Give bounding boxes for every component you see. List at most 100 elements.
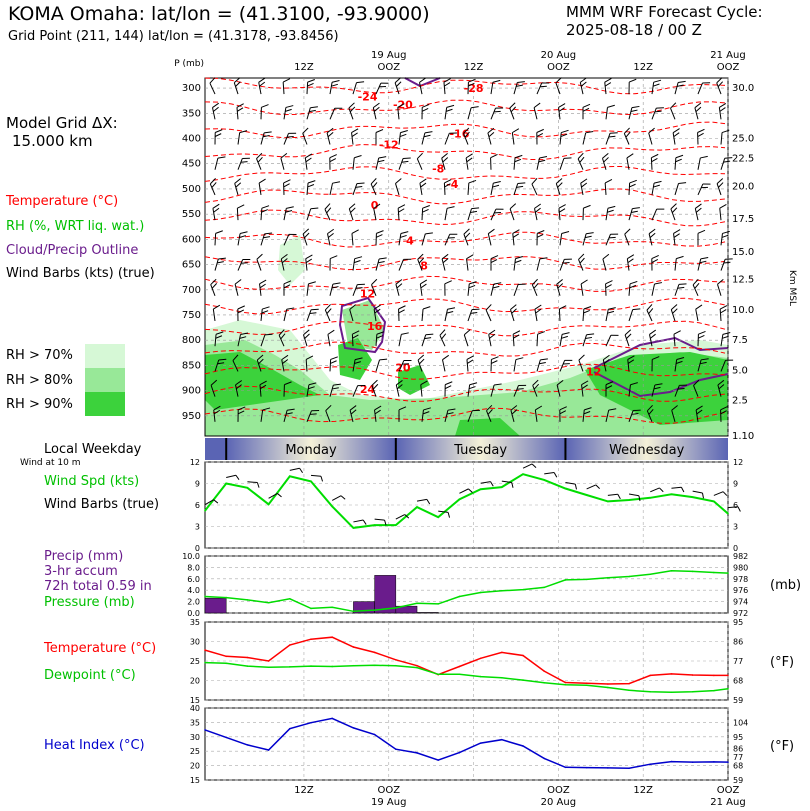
wind-barb-staff [605,107,608,120]
wind-barb-flag [535,405,543,411]
wind-barb [444,280,452,296]
wind-barb-flag [286,136,294,138]
wind-barb-flag [582,107,590,112]
pressure-line-point [416,602,418,605]
wind-barb-flag [446,412,454,415]
wind-barb-staff [349,410,354,422]
surface-wind-barb-flag [213,499,219,504]
wind-barb-staff [375,258,380,271]
wind-barb-flag [239,231,248,235]
wind-barb [674,357,685,372]
wind-barb-staff [237,259,244,271]
wind-barb [443,179,452,195]
wind-barb-flag [258,77,266,83]
isotherm-label: -12 [379,139,399,152]
wind-barb-flag [670,102,677,109]
pressure-unit: (mb) [770,578,802,593]
wind-barb-staff [375,334,378,347]
wind-barb-staff [351,132,354,145]
wind-barb-flag [215,331,224,335]
wind-barb [395,178,402,196]
isotherm-line [204,188,726,205]
wind-barb-staff [352,183,358,196]
wind-barb-flag [403,359,412,362]
wind-barb-flag [423,407,431,411]
wind-barb [375,129,384,145]
pressure-line [204,570,729,613]
wind-barb-staff [697,359,702,372]
wind-barb [348,203,356,221]
surface-wind-barb-flag [595,484,600,490]
wind-barb-staff [717,284,722,296]
wind-barb [536,82,550,95]
wind-barb-flag [396,384,403,390]
wind-barb-flag [324,203,331,210]
wind-barb [558,305,567,322]
wind-barb-staff [559,360,566,372]
wind-barb [397,103,405,120]
panel-tick-label: 15 [190,776,200,785]
wind-barb [327,329,335,347]
wind-barb [375,331,385,347]
wind-barb-flag [256,152,263,159]
wind-barb-staff [580,283,584,296]
heat-index-line-point [607,767,609,769]
wind-barb-flag [420,380,428,386]
wind-barb [695,304,703,322]
rh-shading-region [205,352,320,410]
wind-barb-flag [631,413,639,415]
wind-barb-flag [398,208,405,213]
wind-barb-flag [700,257,709,260]
wind-barb-staff [513,183,519,196]
wind-barb-staff [306,309,312,322]
wind-barb-staff [602,258,607,271]
heat-index-line-point [522,745,524,747]
wind-barb-flag [531,278,538,286]
wind-barb-staff [513,359,517,372]
wind-barb-flag [514,154,523,159]
wind-barb [582,204,591,221]
wind-barb [234,178,242,196]
wind-barb-flag [239,336,247,339]
wind-barb-flag [675,360,683,364]
wind-barb [626,254,635,271]
dewpoint-line-point [691,691,694,693]
dewpoint-line-point [225,662,228,665]
wind-barb-staff [487,233,492,246]
wind-barb [532,379,540,397]
wind-barb-staff [697,258,702,271]
wind-barb [212,203,220,221]
isotherm-label: 4 [406,234,414,247]
wind-barb-flag [444,385,452,390]
wind-barb [582,306,592,322]
wind-speed-line-point [395,524,397,526]
wind-barb-staff [531,183,538,196]
wind-barb-flag [399,133,407,138]
wind-speed-line-point [501,486,503,488]
wind-barb-flag [351,132,358,137]
wind-barb [605,307,616,322]
wind-barb-flag [603,157,609,163]
wind-barb-flag [395,178,402,184]
wind-barb-flag [445,381,453,386]
wind-barb-flag [512,128,520,134]
wind-barb-staff [674,82,679,95]
dewpoint-line-point [607,686,609,689]
wind-barb [465,153,473,170]
heat-index-line-point [331,717,334,720]
wind-barb [306,207,319,221]
wind-barb-staff [439,335,446,347]
wind-barb-flag [425,333,434,336]
wind-barb-flag [449,132,457,134]
wind-barb-flag [354,357,363,361]
wind-speed-line-point [607,500,609,503]
wind-barb-flag [280,333,286,340]
wind-barb-flag [577,152,584,160]
wind-barb-flag [308,281,316,285]
wind-barb-flag [535,207,541,213]
wind-barb [306,106,318,120]
panel-right-tick-label: 0 [733,544,738,553]
wind-barb-staff [717,384,722,397]
rh-legend-label-80: RH > 80% [6,373,73,388]
pressure-line-point [310,607,312,610]
